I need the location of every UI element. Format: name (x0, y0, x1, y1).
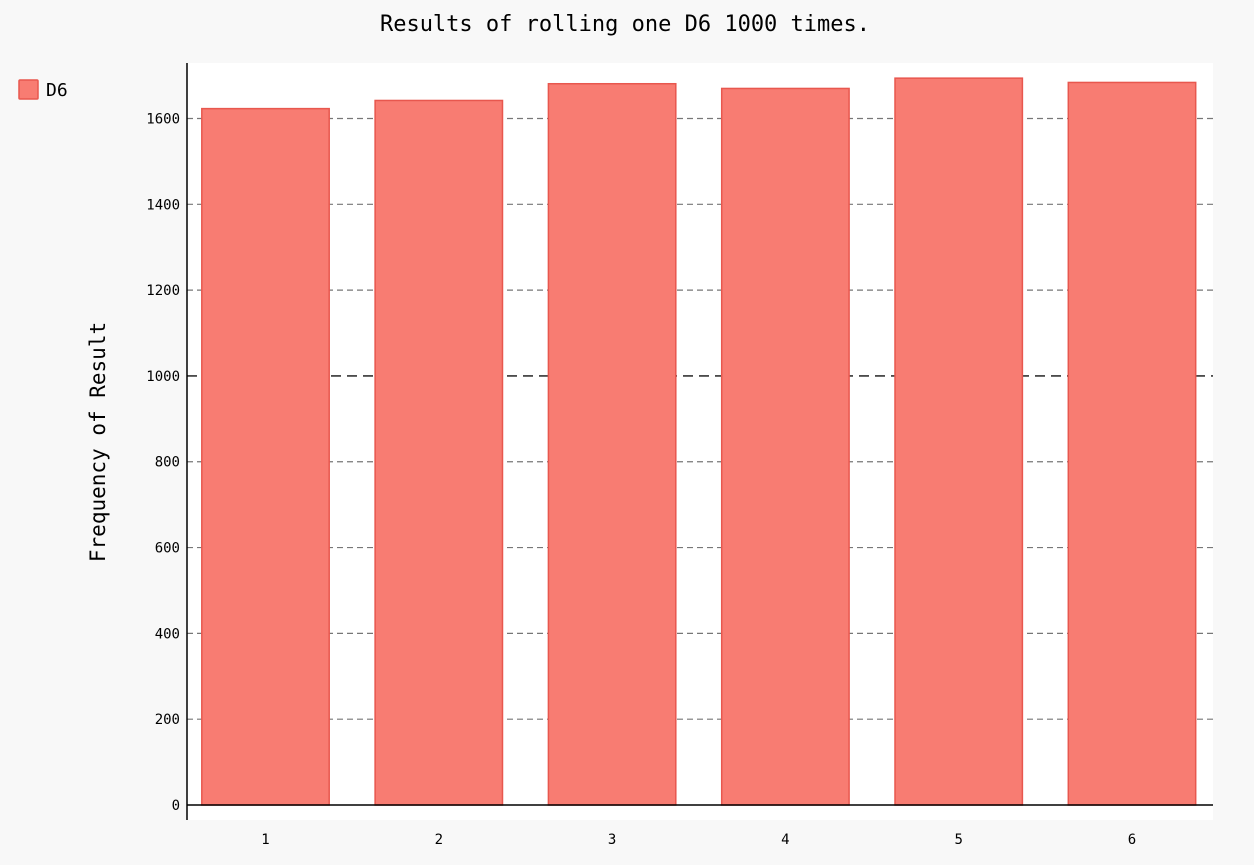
y-tick-label-1600: 1600 (146, 111, 180, 127)
chart-title: Results of rolling one D6 1000 times. (380, 12, 870, 37)
legend-label-d6[interactable]: D6 (46, 80, 68, 101)
legend-swatch[interactable] (18, 79, 39, 100)
bar-3 (547, 82, 677, 806)
bar-4 (720, 87, 850, 806)
bar-1 (201, 107, 330, 806)
plot-background (187, 63, 1213, 820)
y-tick-label-0: 0 (172, 798, 180, 814)
bar-2 (374, 99, 504, 806)
x-tick-label-5: 5 (954, 832, 962, 848)
y-tick-label-1000: 1000 (146, 369, 180, 385)
bar-6 (1067, 81, 1197, 806)
y-tick-label-200: 200 (155, 712, 180, 728)
x-tick-label-2: 2 (435, 832, 443, 848)
x-tick-label-3: 3 (608, 832, 616, 848)
y-tick-label-800: 800 (155, 455, 180, 471)
y-tick-label-1400: 1400 (146, 197, 180, 213)
x-tick-label-4: 4 (781, 832, 789, 848)
y-tick-label-600: 600 (155, 541, 180, 557)
x-tick-label-1: 1 (261, 832, 269, 848)
x-tick-label-6: 6 (1128, 832, 1136, 848)
y-tick-label-1200: 1200 (146, 283, 180, 299)
y-axis-label: Frequency of Result (86, 322, 110, 562)
plot-area: 0 200 400 600 800 1000 1200 1400 1600 1 2 3 4 5 6 (146, 63, 1213, 848)
bar-5 (894, 77, 1024, 806)
y-tick-label-400: 400 (155, 626, 180, 642)
